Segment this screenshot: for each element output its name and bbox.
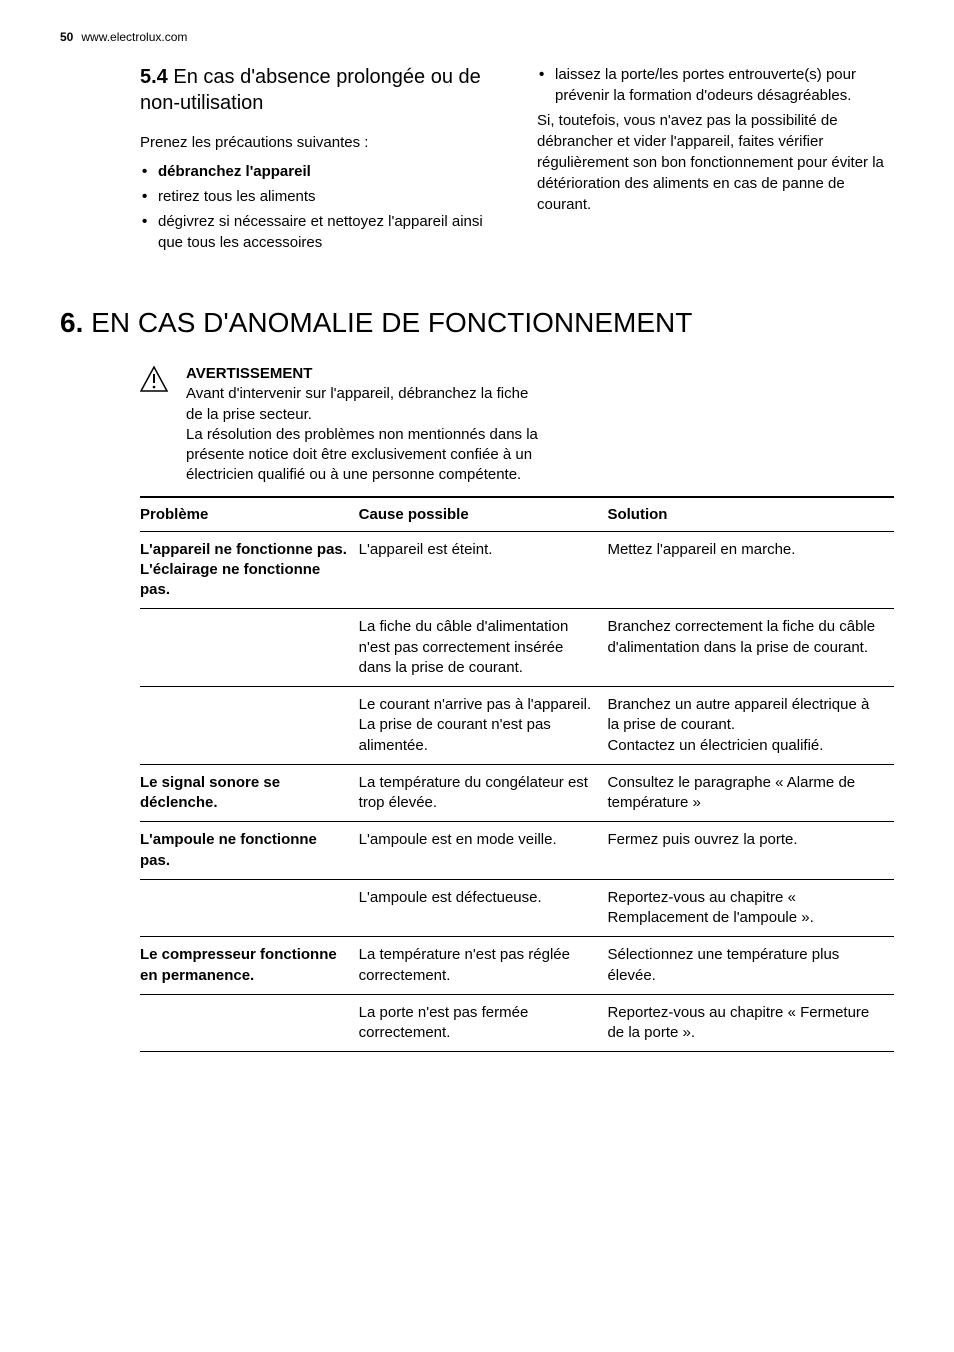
table-row: L'ampoule est défectueuse.Reportez-vous … xyxy=(140,879,894,937)
cell-problem xyxy=(140,609,359,687)
right-bullet-list: laissez la porte/les portes entrouverte(… xyxy=(537,64,894,106)
header-solution: Solution xyxy=(607,497,894,532)
chapter-title: EN CAS D'ANOMALIE DE FONCTIONNEMENT xyxy=(91,307,692,338)
cell-solution: Sélectionnez une température plus élevée… xyxy=(607,937,894,995)
warning-icon xyxy=(140,366,168,486)
left-column: 5.4 En cas d'absence prolongée ou de non… xyxy=(140,64,497,257)
table-row: La porte n'est pas fermée correctement.R… xyxy=(140,994,894,1052)
right-bullet-item: laissez la porte/les portes entrouverte(… xyxy=(537,64,894,106)
cell-problem: Le signal sonore se déclenche. xyxy=(140,764,359,822)
cell-solution: Branchez un autre appareil électrique à … xyxy=(607,687,894,765)
warning-block: AVERTISSEMENT Avant d'intervenir sur l'a… xyxy=(140,364,540,486)
cell-cause: La fiche du câble d'alimentation n'est p… xyxy=(359,609,608,687)
section-title-text: En cas d'absence prolongée ou de non-uti… xyxy=(140,66,481,114)
cell-solution: Reportez-vous au chapitre « Fermeture de… xyxy=(607,994,894,1052)
cell-problem xyxy=(140,879,359,937)
warning-body: Avant d'intervenir sur l'appareil, débra… xyxy=(186,385,538,483)
precaution-item: débranchez l'appareil xyxy=(140,161,497,182)
precaution-item: retirez tous les aliments xyxy=(140,186,497,207)
cell-problem xyxy=(140,687,359,765)
cell-cause: L'ampoule est défectueuse. xyxy=(359,879,608,937)
cell-solution: Fermez puis ouvrez la porte. xyxy=(607,822,894,880)
cell-cause: La température du congélateur est trop é… xyxy=(359,764,608,822)
table-row: Le courant n'arrive pas à l'appareil. La… xyxy=(140,687,894,765)
precautions-list: débranchez l'appareil retirez tous les al… xyxy=(140,161,497,253)
precaution-item: dégivrez si nécessaire et nettoyez l'app… xyxy=(140,211,497,253)
warning-text: AVERTISSEMENT Avant d'intervenir sur l'a… xyxy=(186,364,540,486)
warning-title: AVERTISSEMENT xyxy=(186,365,312,382)
chapter-6-heading: 6. EN CAS D'ANOMALIE DE FONCTIONNEMENT xyxy=(60,307,894,339)
table-row: L'appareil ne fonctionne pas. L'éclairag… xyxy=(140,531,894,609)
section-intro: Prenez les précautions suivantes : xyxy=(140,132,497,153)
header-url: www.electrolux.com xyxy=(81,30,187,44)
section-5-4-title: 5.4 En cas d'absence prolongée ou de non… xyxy=(140,64,497,116)
header-problem: Problème xyxy=(140,497,359,532)
cell-solution: Mettez l'appareil en marche. xyxy=(607,531,894,609)
page-header: 50 www.electrolux.com xyxy=(60,30,894,44)
cell-solution: Branchez correctement la fiche du câble … xyxy=(607,609,894,687)
cell-cause: La porte n'est pas fermée correctement. xyxy=(359,994,608,1052)
cell-cause: Le courant n'arrive pas à l'appareil. La… xyxy=(359,687,608,765)
section-5-4-content: 5.4 En cas d'absence prolongée ou de non… xyxy=(140,64,894,257)
cell-cause: La température n'est pas réglée correcte… xyxy=(359,937,608,995)
cell-solution: Reportez-vous au chapitre « Remplacement… xyxy=(607,879,894,937)
troubleshooting-table: Problème Cause possible Solution L'appar… xyxy=(140,496,894,1053)
header-cause: Cause possible xyxy=(359,497,608,532)
table-header-row: Problème Cause possible Solution xyxy=(140,497,894,532)
cell-problem: L'appareil ne fonctionne pas. L'éclairag… xyxy=(140,531,359,609)
table-row: La fiche du câble d'alimentation n'est p… xyxy=(140,609,894,687)
cell-problem: L'ampoule ne fonctionne pas. xyxy=(140,822,359,880)
chapter-number: 6. xyxy=(60,307,83,338)
cell-problem: Le compresseur fonctionne en permanence. xyxy=(140,937,359,995)
right-column: laissez la porte/les portes entrouverte(… xyxy=(537,64,894,257)
table-row: L'ampoule ne fonctionne pas.L'ampoule es… xyxy=(140,822,894,880)
cell-cause: L'appareil est éteint. xyxy=(359,531,608,609)
cell-problem xyxy=(140,994,359,1052)
section-number: 5.4 xyxy=(140,66,168,88)
right-paragraph: Si, toutefois, vous n'avez pas la possib… xyxy=(537,110,894,215)
table-row: Le signal sonore se déclenche.La tempéra… xyxy=(140,764,894,822)
cell-cause: L'ampoule est en mode veille. xyxy=(359,822,608,880)
page-number: 50 xyxy=(60,30,73,44)
cell-solution: Consultez le paragraphe « Alarme de temp… xyxy=(607,764,894,822)
table-row: Le compresseur fonctionne en permanence.… xyxy=(140,937,894,995)
